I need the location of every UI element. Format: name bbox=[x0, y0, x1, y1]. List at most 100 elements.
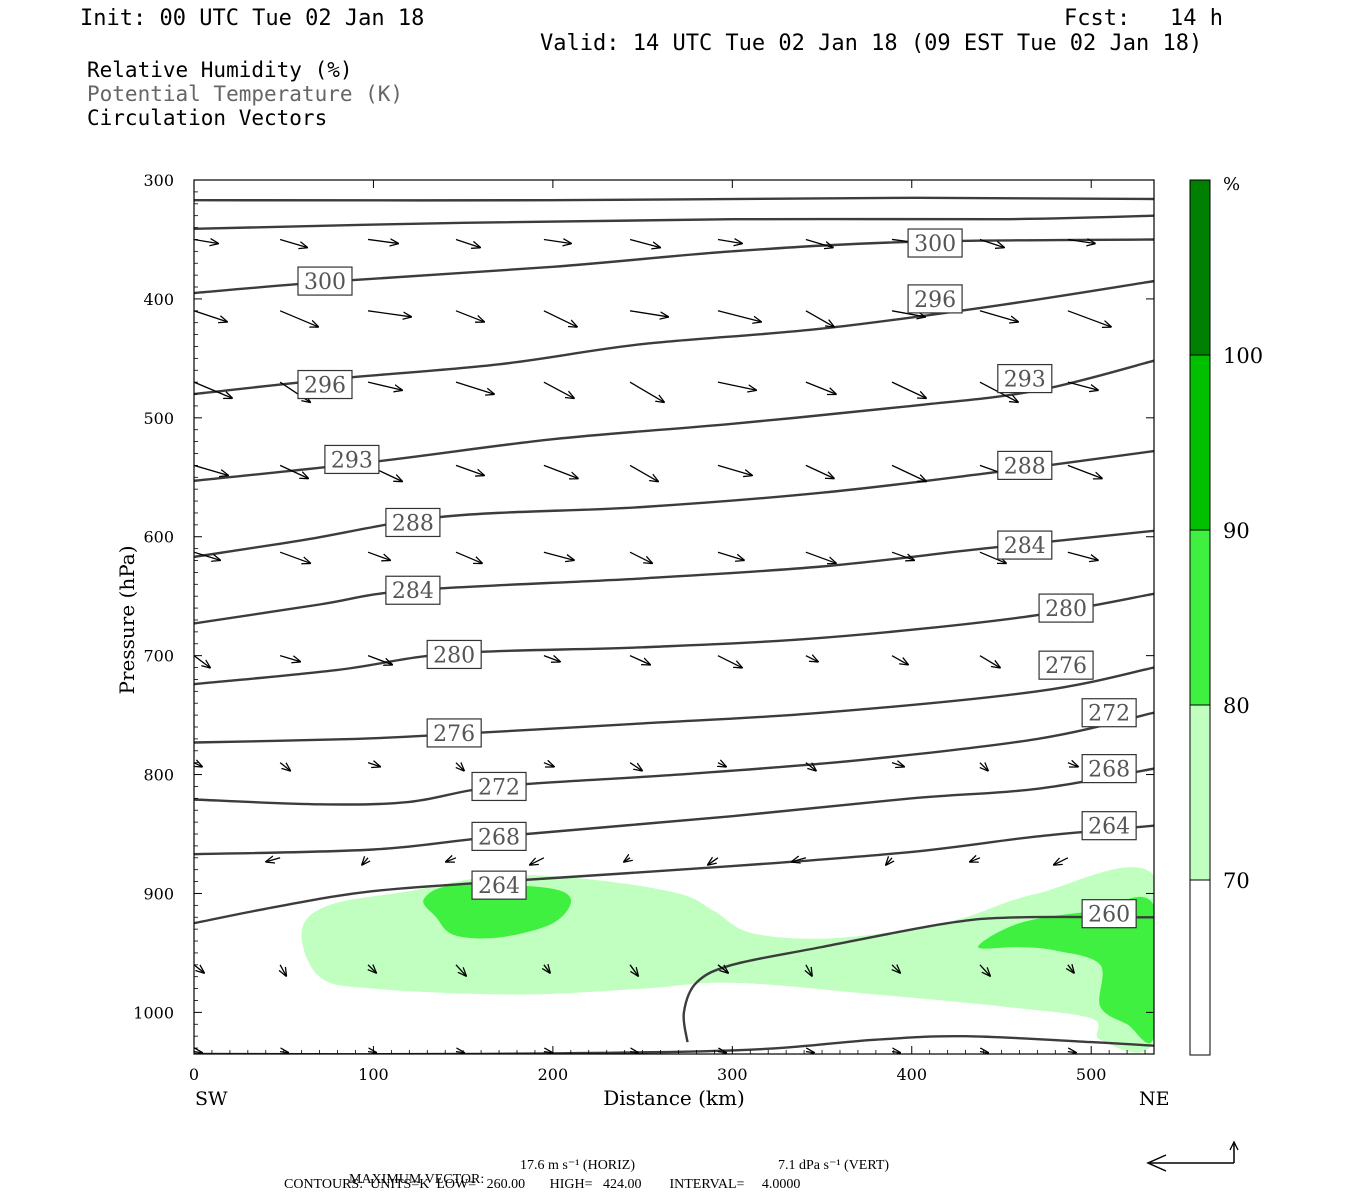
contour-label-text: 264 bbox=[478, 874, 520, 899]
colorbar: % 100 90 80 70 bbox=[1189, 174, 1263, 1056]
circulation-vector bbox=[891, 464, 926, 481]
x-axis-title: Distance (km) bbox=[603, 1086, 745, 1110]
colorbar-unit: % bbox=[1223, 174, 1240, 195]
theta-contour-300-1 bbox=[194, 214, 1154, 230]
circulation-vector bbox=[892, 1052, 900, 1053]
circulation-vector bbox=[630, 1052, 638, 1053]
contour-label-layer: 3003002962962932932882882842842802802762… bbox=[297, 228, 1137, 929]
contour-label-box bbox=[1081, 754, 1137, 784]
contour-label-box bbox=[1038, 593, 1094, 623]
circulation-vector bbox=[891, 381, 926, 398]
circulation-vector bbox=[1067, 464, 1102, 478]
contour-label-text: 280 bbox=[433, 643, 475, 668]
y-tick-label: 800 bbox=[143, 766, 174, 785]
contour-label-264-0: 264 bbox=[471, 870, 527, 900]
circulation-vector bbox=[891, 551, 914, 560]
contour-label-box bbox=[471, 821, 527, 851]
circulation-vector bbox=[717, 381, 756, 390]
reference-vector-icon bbox=[1146, 1140, 1239, 1172]
contour-label-272-0: 272 bbox=[471, 771, 527, 802]
circulation-vector bbox=[1067, 551, 1098, 560]
circulation-vector bbox=[717, 464, 752, 475]
circulation-vector bbox=[805, 464, 834, 478]
contour-label-box bbox=[426, 718, 482, 748]
contour-label-296-0: 296 bbox=[297, 369, 353, 400]
contour-info: CONTOURS: UNITS=K LOW= 260.00 HIGH= 424.… bbox=[284, 1177, 801, 1192]
circulation-vector bbox=[717, 310, 761, 322]
circulation-vector bbox=[194, 381, 232, 398]
contour-label-text: 280 bbox=[1045, 597, 1087, 622]
circulation-vector bbox=[1068, 965, 1074, 973]
circulation-vector bbox=[891, 763, 904, 767]
circulation-vector bbox=[194, 239, 218, 243]
valid-time: Valid: 14 UTC Tue 02 Jan 18 (09 EST Tue … bbox=[540, 31, 1203, 56]
circulation-vector bbox=[979, 655, 1000, 668]
contour-label-box bbox=[997, 450, 1053, 480]
contour-label-text: 288 bbox=[392, 511, 434, 536]
circulation-vector bbox=[891, 310, 925, 317]
contour-label-260-0: 260 bbox=[1081, 899, 1137, 929]
circulation-vector bbox=[886, 858, 892, 865]
circulation-vector bbox=[629, 464, 658, 481]
y-tick-label: 500 bbox=[143, 409, 174, 428]
contour-label-text: 284 bbox=[392, 579, 434, 604]
x-tick-label: 300 bbox=[717, 1065, 748, 1084]
contour-label-text: 272 bbox=[1088, 702, 1130, 727]
contour-label-276-1: 276 bbox=[1038, 650, 1094, 680]
contour-label-text: 276 bbox=[433, 722, 475, 747]
contour-label-box bbox=[426, 639, 482, 670]
contour-label-284-1: 284 bbox=[997, 530, 1053, 560]
contour-label-box bbox=[907, 228, 963, 258]
contour-label-text: 293 bbox=[331, 448, 373, 473]
circulation-vector bbox=[708, 858, 719, 865]
contour-label-box bbox=[907, 284, 963, 314]
theta-contour-268-10 bbox=[194, 767, 1154, 856]
circulation-vector bbox=[544, 1052, 552, 1053]
circulation-vector bbox=[806, 964, 812, 976]
contour-label-box bbox=[385, 575, 441, 605]
forecast-hour: Fcst: 14 h bbox=[1064, 6, 1223, 31]
axis-layer: 300 400 500 600 700 800 900 1000 0 100 200 300 400 50… bbox=[133, 171, 1154, 1084]
circulation-vector bbox=[543, 656, 560, 662]
contour-label-272-1: 272 bbox=[1081, 698, 1137, 728]
x-tick-label: 500 bbox=[1076, 1065, 1107, 1084]
max-vector-vertical: 7.1 dPa s⁻¹ (VERT) bbox=[778, 1158, 890, 1173]
theta-contour-280-7 bbox=[194, 592, 1154, 686]
circulation-vector bbox=[543, 464, 578, 478]
circulation-vector bbox=[455, 964, 466, 976]
contour-label-box bbox=[1081, 899, 1137, 929]
contour-label-268-0: 268 bbox=[471, 821, 527, 851]
circulation-vector bbox=[717, 551, 744, 560]
circulation-vector bbox=[979, 310, 1018, 322]
circulation-vector bbox=[806, 1052, 814, 1053]
circulation-vector bbox=[279, 762, 290, 771]
circulation-vector bbox=[980, 1052, 988, 1053]
theta-contour-264-11 bbox=[194, 824, 1154, 925]
circulation-vector bbox=[455, 464, 484, 475]
circulation-vector bbox=[543, 239, 571, 243]
circulation-vector bbox=[367, 551, 390, 560]
y-axis-title: Pressure (hPa) bbox=[115, 546, 139, 695]
contour-label-box bbox=[324, 444, 380, 475]
circulation-vector bbox=[805, 381, 836, 394]
circulation-vector bbox=[367, 239, 398, 243]
theta-contour-284-6 bbox=[194, 529, 1154, 625]
circulation-vector bbox=[970, 858, 981, 862]
colorbar-segment-4 bbox=[1189, 879, 1211, 1056]
circulation-vector bbox=[194, 1052, 202, 1053]
contour-label-text: 264 bbox=[1088, 815, 1130, 840]
y-tick-label: 400 bbox=[143, 290, 174, 309]
rh-region-80-1 bbox=[423, 884, 571, 939]
circulation-vector bbox=[194, 310, 227, 322]
contour-label-276-0: 276 bbox=[426, 718, 482, 748]
circulation-vector bbox=[367, 655, 392, 665]
contour-label-280-0: 280 bbox=[426, 639, 482, 670]
contour-label-text: 268 bbox=[1088, 758, 1130, 783]
circulation-vector bbox=[1068, 1052, 1076, 1053]
circulation-vector bbox=[446, 858, 457, 862]
circulation-vector bbox=[624, 858, 630, 862]
y-tick-label: 1000 bbox=[133, 1003, 174, 1022]
circulation-vector bbox=[280, 1052, 288, 1053]
circulation-vector bbox=[1067, 381, 1098, 390]
x-axis-left-label: SW bbox=[195, 1088, 228, 1110]
